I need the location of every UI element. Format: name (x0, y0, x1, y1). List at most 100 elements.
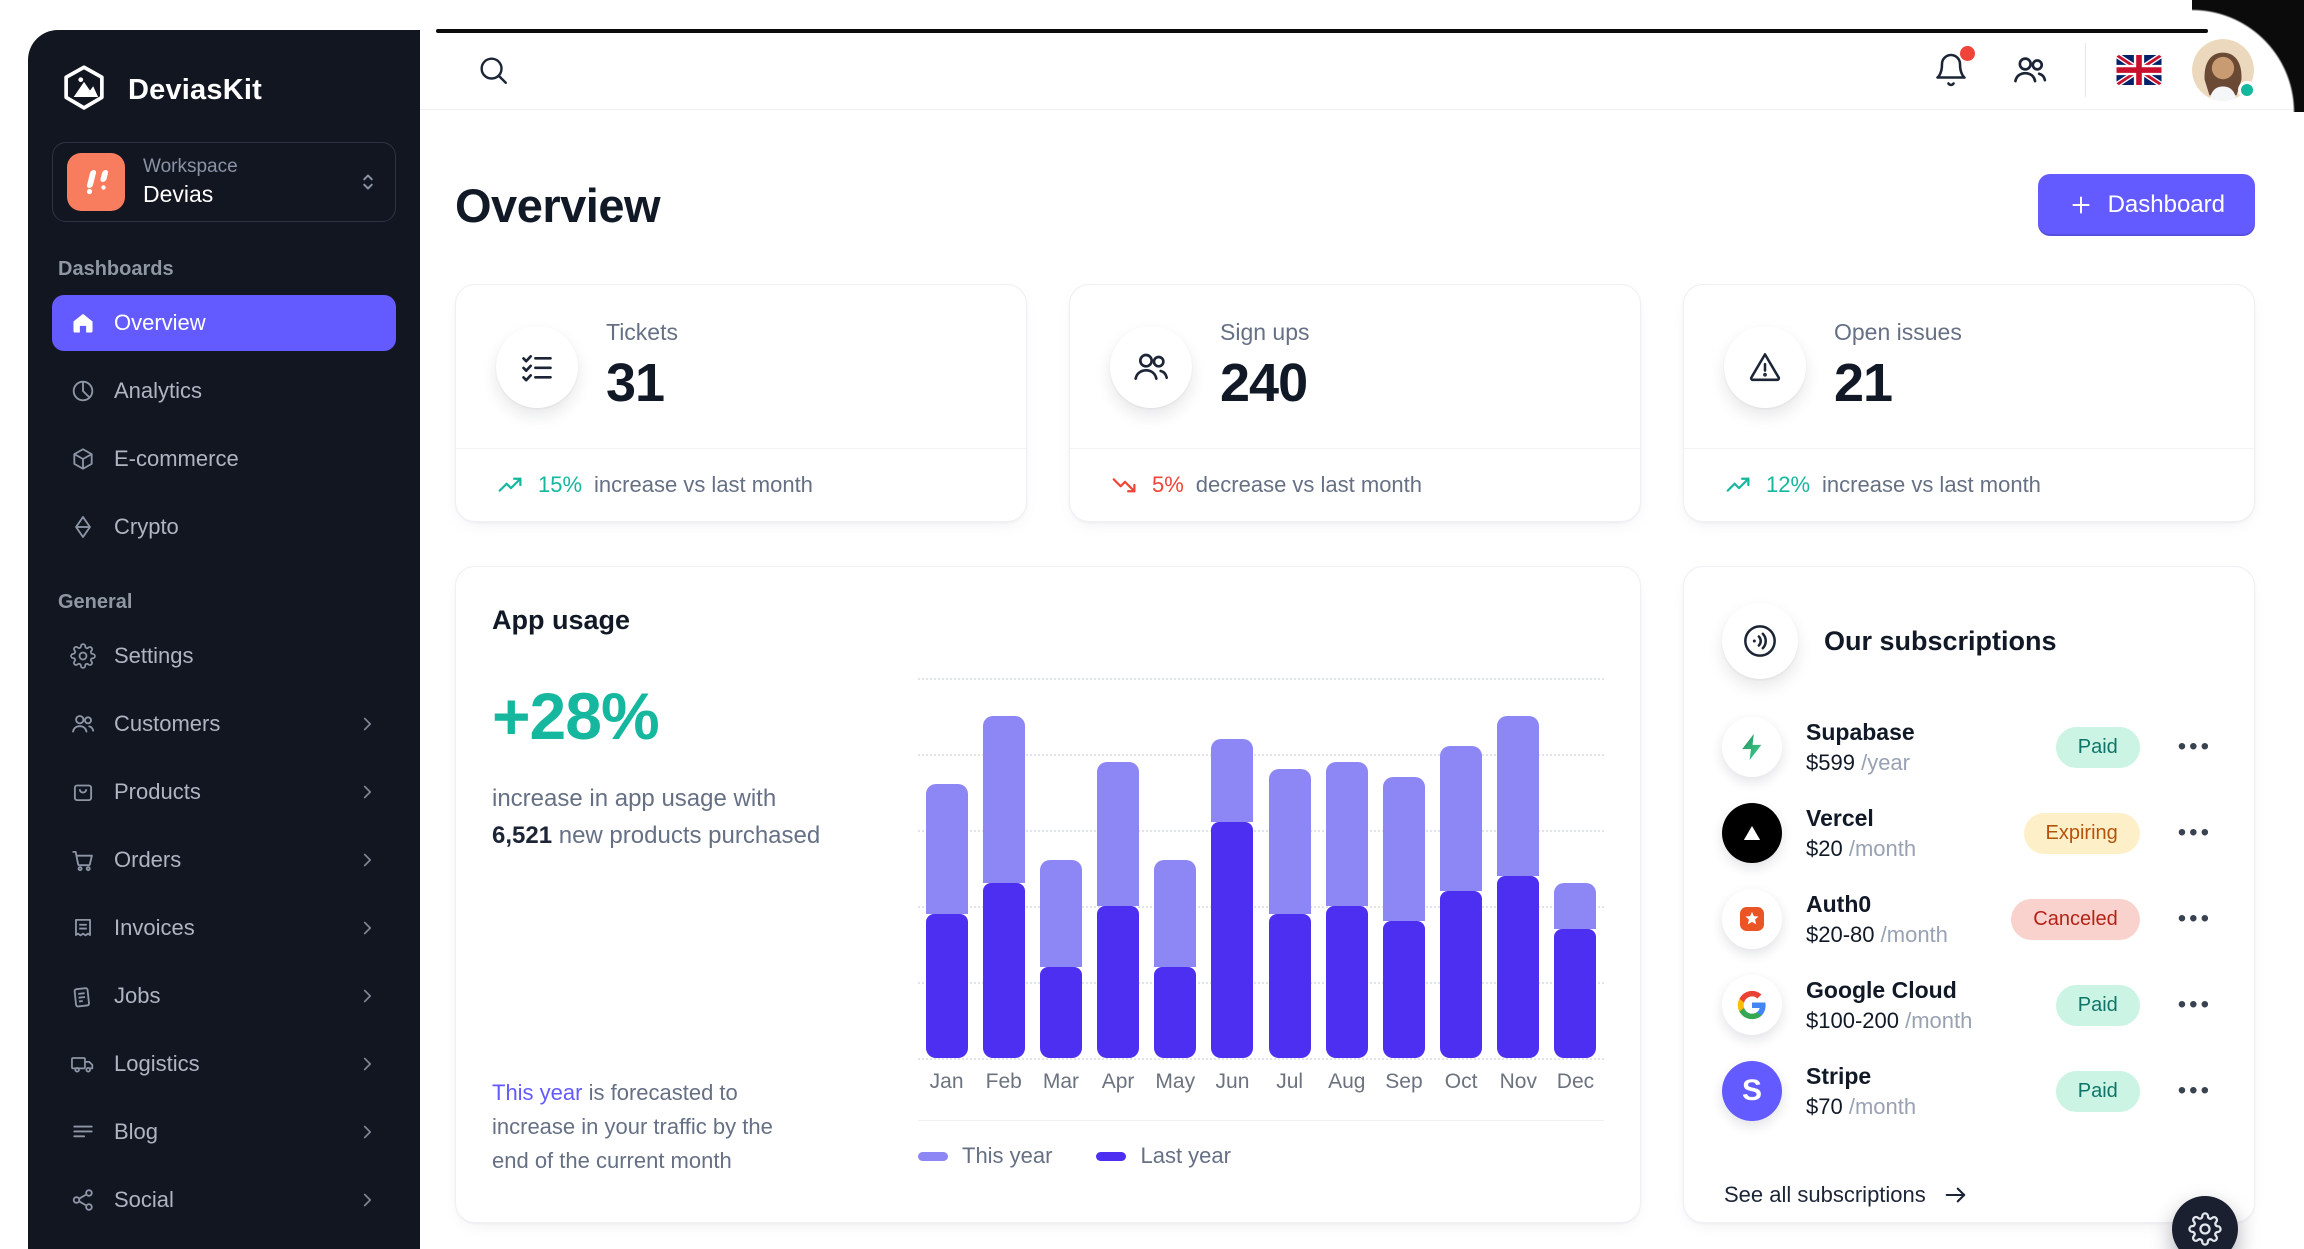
bar-segment-this-year (1497, 716, 1540, 876)
trend-up-icon (496, 470, 526, 500)
price-value: $100-200 (1806, 1007, 1899, 1033)
legend-item-last-year[interactable]: Last year (1096, 1143, 1231, 1169)
divider (1684, 448, 2254, 449)
add-dashboard-button[interactable]: Dashboard (2037, 174, 2255, 236)
sidebar-item-overview[interactable]: Overview (52, 295, 396, 351)
status-badge: Paid (2055, 984, 2140, 1026)
language-flag-uk[interactable] (2116, 54, 2162, 85)
chart-plot (918, 678, 1604, 1060)
sidebar-item-social[interactable]: Social (52, 1172, 396, 1228)
bar-segment-last-year (1211, 822, 1254, 1058)
stat-top: Open issues 21 (1684, 285, 2254, 448)
section-label-dashboards: Dashboards (58, 258, 174, 280)
window-top-edge (436, 29, 2208, 33)
stat-card-open-issues: Open issues 21 12% increase vs last mont… (1683, 284, 2255, 522)
sidebar-item-blog[interactable]: Blog (52, 1104, 396, 1160)
search-button[interactable] (470, 47, 516, 93)
row-menu-button[interactable]: ••• (2174, 901, 2216, 937)
sidebar-item-label: Overview (114, 310, 206, 335)
sidebar-item-jobs[interactable]: Jobs (52, 968, 396, 1024)
forecast-link[interactable]: This year (492, 1080, 583, 1105)
month-label: Dec (1556, 1070, 1595, 1093)
chart-months: Jan Feb Mar Apr May Jun Jul Aug Sep Oct Nov Dec (918, 1070, 1604, 1094)
subscription-name: Supabase (1806, 718, 1915, 745)
bar-segment-last-year (982, 883, 1025, 1058)
sidebar-item-customers[interactable]: Customers (52, 696, 396, 752)
price-period: /year (1861, 749, 1910, 775)
sidebar: DeviasKit Workspace Devias (28, 30, 420, 1249)
sidebar-item-orders[interactable]: Orders (52, 832, 396, 888)
subscription-row-stripe: S Stripe $70 /month Paid ••• (1722, 1055, 2216, 1127)
month-label: Mar (1042, 1070, 1080, 1093)
gridline (918, 678, 1604, 680)
bar-slot (1032, 860, 1089, 1058)
sidebar-item-products[interactable]: Products (52, 764, 396, 820)
row-menu-button[interactable]: ••• (2174, 1073, 2216, 1109)
price-period: /month (1905, 1007, 1973, 1033)
month-label: Sep (1385, 1070, 1423, 1093)
text-lines-icon (70, 1119, 96, 1145)
usage-highlight: +28% (492, 679, 660, 753)
sidebar-item-ecommerce[interactable]: E-commerce (52, 431, 396, 487)
ellipsis-icon: ••• (2177, 1077, 2212, 1104)
contacts-button[interactable] (2005, 45, 2055, 95)
brand-logo-row[interactable]: DeviasKit (52, 56, 396, 116)
sidebar-item-settings[interactable]: Settings (52, 628, 396, 684)
bar-segment-this-year (1440, 746, 1483, 891)
row-menu-button[interactable]: ••• (2174, 729, 2216, 765)
bar-segment-last-year (1097, 906, 1140, 1058)
see-all-subscriptions-link[interactable]: See all subscriptions (1722, 1155, 2216, 1211)
usage-desc-pre: increase in app usage with (492, 785, 777, 812)
row-menu-button[interactable]: ••• (2174, 987, 2216, 1023)
bar-slot (1547, 883, 1604, 1058)
subscription-name: Google Cloud (1806, 976, 1957, 1003)
subscription-meta: Google Cloud $100-200 /month (1806, 977, 1972, 1034)
subscription-row-vercel: Vercel $20 /month Expiring ••• (1722, 797, 2216, 869)
bell-icon (1933, 52, 1969, 88)
stripe-letter: S (1741, 1074, 1762, 1107)
bar-slot (1375, 776, 1432, 1058)
chevron-right-icon (356, 849, 378, 871)
subscription-name: Auth0 (1806, 890, 1872, 917)
sidebar-item-label: Social (114, 1187, 174, 1212)
usage-forecast: This year is forecasted to increase in y… (492, 1076, 792, 1178)
subscription-price: $100-200 /month (1806, 1008, 1972, 1034)
bar-slot (918, 784, 975, 1058)
gridline (918, 754, 1604, 756)
bar-segment-last-year (1325, 906, 1368, 1058)
price-value: $20-80 (1806, 921, 1875, 947)
subscription-meta: Stripe $70 /month (1806, 1063, 1916, 1120)
sidebar-item-crypto[interactable]: Crypto (52, 499, 396, 555)
settings-fab-button[interactable] (2172, 1196, 2238, 1249)
workspace-selector[interactable]: Workspace Devias (52, 142, 396, 222)
row-menu-button[interactable]: ••• (2174, 815, 2216, 851)
home-icon (70, 310, 96, 336)
bar-segment-last-year (925, 913, 968, 1058)
bar-slot (1318, 761, 1375, 1058)
topbar (420, 30, 2304, 110)
sidebar-item-logistics[interactable]: Logistics (52, 1036, 396, 1092)
ellipsis-icon: ••• (2177, 991, 2212, 1018)
section-label-general: General (58, 591, 133, 613)
add-dashboard-label: Dashboard (2107, 191, 2225, 218)
brand-name: DeviasKit (128, 73, 262, 106)
chart-bars (918, 678, 1604, 1058)
window-corner-decoration (2192, 0, 2304, 112)
notifications-button[interactable] (1927, 45, 1975, 94)
bar-segment-last-year (1382, 921, 1425, 1058)
cube-icon (70, 446, 96, 472)
subscription-row-supabase: Supabase $599 /year Paid ••• (1722, 711, 2216, 783)
sidebar-item-analytics[interactable]: Analytics (52, 363, 396, 419)
sidebar-item-label: Customers (114, 711, 221, 736)
month-label: Feb (985, 1070, 1022, 1093)
bar-slot (1261, 769, 1318, 1058)
sidebar-item-invoices[interactable]: Invoices (52, 900, 396, 956)
subscription-actions: Expiring ••• (2023, 812, 2216, 854)
legend-item-this-year[interactable]: This year (918, 1143, 1052, 1169)
stat-percent: 12% (1766, 472, 1811, 497)
month-label: Nov (1499, 1070, 1537, 1093)
stat-meta: Open issues 21 (1834, 319, 1962, 414)
sidebar-item-label: Blog (114, 1119, 159, 1144)
stat-card-signups: Sign ups 240 5% decrease vs last month (1069, 284, 1641, 522)
content-header: Overview Dashboard (455, 174, 2255, 236)
